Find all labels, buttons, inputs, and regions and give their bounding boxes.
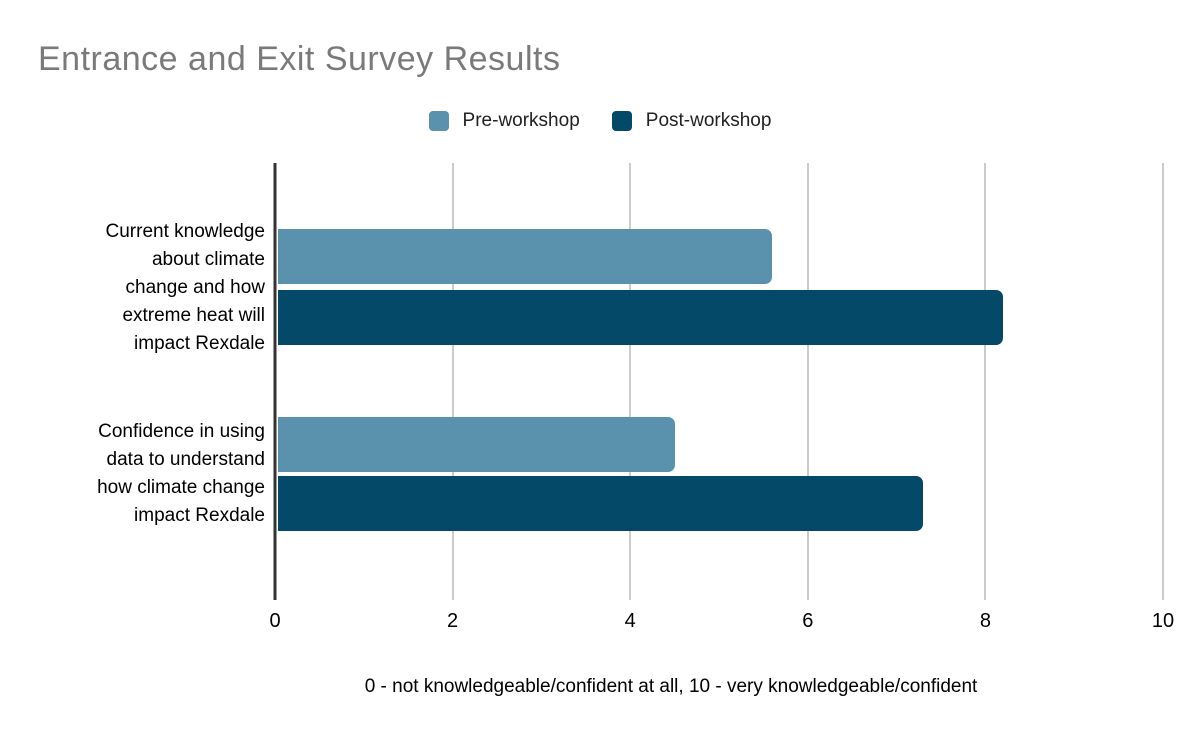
x-axis-caption: 0 - not knowledgeable/confident at all, … <box>364 676 978 697</box>
x-tick-label-4: 4 <box>624 610 636 632</box>
legend-item-pre-workshop: Pre-workshop <box>428 110 580 132</box>
bar-pre-workshop-category-1 <box>278 417 675 472</box>
gridline-2 <box>451 163 454 600</box>
y-axis-line <box>273 163 277 600</box>
bar-post-workshop-category-0 <box>278 290 1004 345</box>
gridline-10 <box>1162 163 1164 600</box>
x-tick-label-8: 8 <box>979 610 991 632</box>
category-label-current-knowledge: Current knowledge about climate change a… <box>105 221 265 354</box>
bar-pre-workshop-category-0 <box>278 229 773 284</box>
gridline-6 <box>806 163 809 600</box>
x-tick-label-6: 6 <box>802 610 814 632</box>
chart-title: Entrance and Exit Survey Results <box>38 40 561 78</box>
bar-post-workshop-category-1 <box>278 476 924 531</box>
legend-label-post-workshop: Post-workshop <box>645 110 772 131</box>
legend-swatch-pre-workshop <box>428 111 449 131</box>
category-label-confidence: Confidence in using data to understand h… <box>97 421 265 526</box>
x-tick-label-2: 2 <box>447 610 459 632</box>
legend-label-pre-workshop: Pre-workshop <box>462 110 580 131</box>
plot-area: 0 2 4 6 8 10 <box>269 163 1174 632</box>
chart-legend: Pre-workshop Post-workshop <box>0 110 1200 132</box>
legend-swatch-post-workshop <box>611 111 632 131</box>
gridline-8 <box>984 163 987 600</box>
gridline-4 <box>629 163 632 600</box>
x-tick-label-0: 0 <box>269 610 281 632</box>
legend-item-post-workshop: Post-workshop <box>611 110 772 132</box>
x-tick-label-10: 10 <box>1151 610 1175 632</box>
